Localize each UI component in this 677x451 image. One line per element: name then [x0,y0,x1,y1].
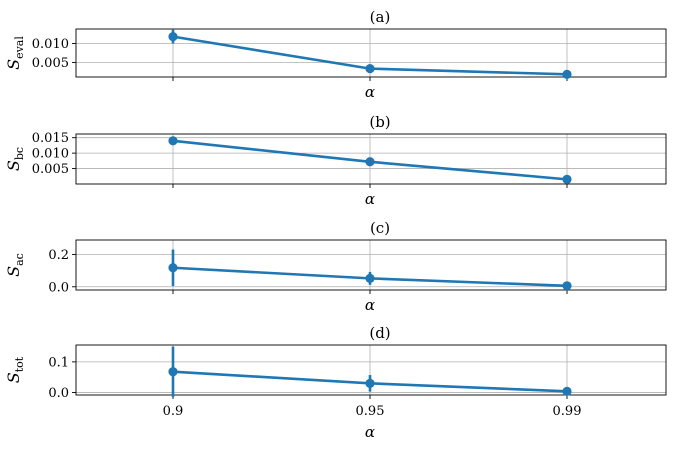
y-tick-label: 0.0 [48,386,69,401]
y-axis-label-base: S [4,372,23,383]
y-axis-label-base: S [4,160,23,171]
data-point [168,263,178,273]
panel-a: 0.005 0.010 (a) α Seval [4,8,667,101]
panel-title: (b) [369,113,390,131]
data-point [562,174,572,184]
y-axis-label-base: S [4,266,23,277]
y-axis-label-subscript: bc [13,147,26,160]
data-point [562,386,572,396]
data-point [365,273,375,283]
data-point [365,378,375,388]
plot-frame [75,239,667,291]
x-axis-label: α [365,190,375,208]
y-tick-label: 0.2 [48,248,69,263]
panel-c: 0.0 0.2 (c) α Sac [4,219,667,314]
data-point [562,281,572,291]
y-tick-label: 0.0 [48,280,69,295]
y-tick-label: 0.1 [48,355,69,370]
data-point [168,32,178,42]
x-axis-label: α [365,423,375,441]
panel-title: (a) [370,8,391,26]
x-tick-label: 0.99 [553,404,582,419]
y-axis-label-subscript: tot [13,356,26,372]
plot-frame [75,133,667,185]
y-axis-label: Sac [4,253,26,277]
data-point [365,64,375,74]
y-axis-label-subscript: eval [13,36,26,59]
y-tick-label: 0.005 [32,56,69,71]
y-tick-label: 0.015 [32,131,69,146]
y-tick-label: 0.005 [32,162,69,177]
y-tick-label: 0.010 [32,37,69,52]
y-axis-label: Seval [4,36,26,70]
x-tick-label: 0.95 [356,404,385,419]
panel-title: (d) [369,324,390,342]
data-point [562,69,572,79]
plot-frame [75,344,667,396]
plot-frame [75,28,667,78]
x-tick-label: 0.9 [163,404,184,419]
panel-title: (c) [370,219,390,237]
y-axis-label: Stot [4,356,26,383]
data-point [365,157,375,167]
y-axis-label-subscript: ac [13,253,26,266]
panel-d: 0.0 0.1 0.9 0.95 0.99 (d) α Stot [4,324,667,441]
x-axis-label: α [365,83,375,101]
y-axis-label-base: S [4,59,23,70]
data-point [168,367,178,377]
data-point [168,136,178,146]
x-axis-label: α [365,296,375,314]
y-tick-label: 0.010 [32,147,69,162]
y-axis-label: Sbc [4,147,26,171]
